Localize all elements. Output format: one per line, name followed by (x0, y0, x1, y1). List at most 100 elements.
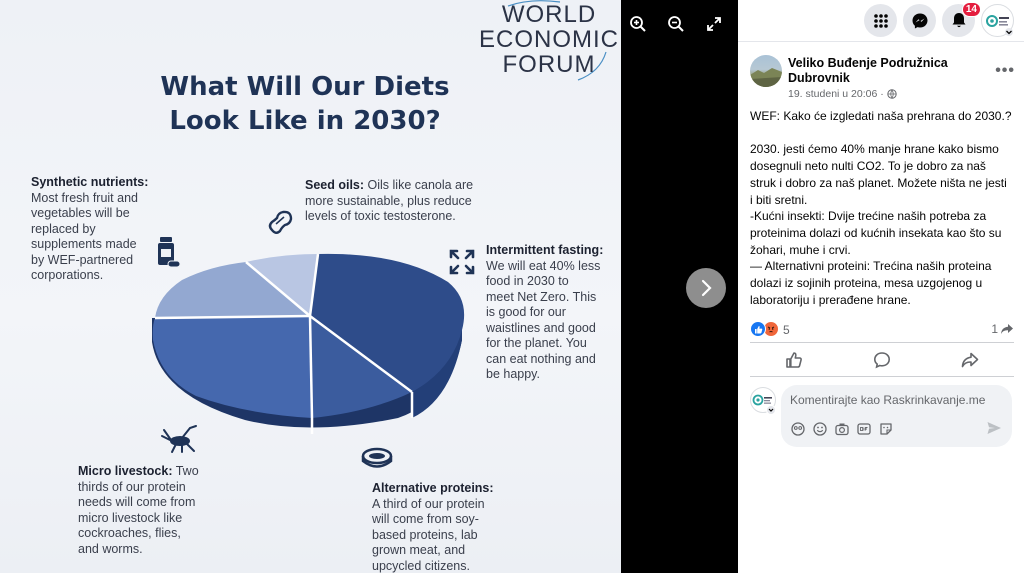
proteins-head: Alternative proteins: (372, 481, 494, 495)
comment-composer (750, 385, 1014, 449)
wef-logo: WORLD ECONOMIC FORUM (476, 2, 621, 77)
fasting-line: be happy. (486, 367, 540, 381)
commenter-switch-chevron-icon[interactable] (766, 405, 776, 415)
author-name[interactable]: Veliko Buđenje Podružnica Dubrovnik (788, 56, 948, 85)
logo-line-2: ECONOMIC (479, 26, 619, 53)
globe-icon (887, 89, 897, 99)
post-meta: 19. studeni u 20:06 · (788, 88, 897, 100)
share-count[interactable]: 1 (991, 322, 1014, 336)
post-actions (750, 345, 1014, 375)
zoom-out-button[interactable] (664, 12, 688, 36)
synthetic-line: by WEF-partnered (31, 252, 134, 267)
pie-slice-synthetic (155, 262, 310, 318)
commenter-logo-icon (752, 394, 772, 406)
fasting-arrows-icon (449, 249, 475, 275)
pie-slice-livestock (152, 316, 312, 418)
seed-first: Oils like canola are (364, 178, 474, 192)
emoji-button[interactable] (812, 421, 828, 437)
share-icon (961, 352, 979, 368)
proteins-line: grown meat, and (372, 543, 466, 557)
fasting-line: meet Net Zero. This (486, 289, 597, 304)
zoom-in-button[interactable] (626, 12, 650, 36)
commenter-avatar[interactable] (750, 387, 776, 413)
photo-button[interactable] (834, 421, 850, 437)
comment-button[interactable] (862, 346, 902, 374)
proteins-line: A third of our protein (372, 496, 485, 511)
livestock-line: thirds of our protein (78, 479, 186, 494)
menu-grid-icon (873, 13, 888, 28)
wef-logo-swoosh (507, 0, 607, 81)
proteins-line: upcycled citizens. (372, 558, 470, 573)
infographic-title: What Will Our Diets Look Like in 2030? (150, 70, 460, 138)
infographic-image: WORLD ECONOMIC FORUM What Will Our Diets… (0, 0, 621, 573)
share-button[interactable] (950, 346, 990, 374)
diet-pie-chart (152, 253, 465, 434)
post-text: WEF: Kako će izgledati naša prehrana do … (750, 109, 1012, 307)
gif-button[interactable] (856, 421, 872, 437)
post-header: Veliko Buđenje Podružnica Dubrovnik 19. … (750, 54, 1015, 100)
sticker-icon (880, 423, 892, 435)
petri-dish-icon (361, 447, 393, 468)
synthetic-line: corporations. (31, 268, 104, 282)
synthetic-line: Most fresh fruit and (31, 190, 138, 205)
chevron-down-icon[interactable] (1004, 28, 1014, 36)
like-reaction-icon[interactable] (750, 321, 766, 337)
synthetic-line: replaced by (31, 221, 96, 236)
fullscreen-button[interactable] (702, 12, 726, 36)
chevron-right-icon (701, 279, 712, 297)
synthetic-line: supplements made (31, 237, 137, 251)
messenger-icon (912, 13, 927, 28)
post-panel: 14 Veliko Buđenje Podružnica Dubrovnik (738, 0, 1024, 573)
post-body: WEF: Kako će izgledati naša prehrana do … (750, 108, 1012, 308)
top-bar: 14 (738, 0, 1024, 42)
proteins-line: will come from soy- (372, 512, 479, 526)
livestock-line: and worms. (78, 541, 143, 556)
pie-slice-fasting (310, 253, 465, 392)
like-button[interactable] (774, 346, 814, 374)
reaction-count[interactable]: 5 (783, 323, 790, 337)
divider-top (750, 342, 1014, 343)
send-icon[interactable] (986, 420, 1002, 436)
comment-input[interactable] (790, 393, 1000, 407)
synthetic-head: Synthetic nutrients: (31, 175, 149, 189)
thumb-up-icon (754, 325, 762, 333)
share-arrow-icon (1001, 324, 1013, 334)
reactions-bar: 5 1 (750, 321, 1014, 339)
proteins-line: based proteins, lab (372, 527, 478, 542)
alternative-proteins-block: Alternative proteins: A third of our pro… (372, 481, 512, 573)
camera-icon (835, 423, 849, 436)
fasting-line: for the planet. You (486, 336, 587, 350)
sticker-button[interactable] (878, 421, 894, 437)
logo-line-3: FORUM (502, 51, 596, 78)
messenger-button[interactable] (903, 4, 936, 37)
livestock-line: micro livestock like (78, 510, 183, 525)
seed-oils-block: Seed oils: Oils like canola are more sus… (305, 178, 505, 225)
comment-box (781, 385, 1012, 447)
menu-button[interactable] (864, 4, 897, 37)
seed-line: levels of toxic testosterone. (305, 209, 456, 223)
more-options-button[interactable]: ••• (995, 62, 1015, 79)
logo-line-1: WORLD (501, 1, 597, 28)
next-photo-button[interactable] (686, 268, 726, 308)
gif-icon (857, 423, 871, 435)
fasting-line: waistlines and good (486, 320, 596, 335)
seed-head: Seed oils: (305, 178, 365, 192)
notifications-badge: 14 (961, 2, 981, 17)
zoom-in-icon (630, 16, 646, 32)
post-timestamp[interactable]: 19. studeni u 20:06 · (788, 88, 884, 100)
comment-icon (873, 352, 891, 369)
notifications-button[interactable]: 14 (942, 2, 981, 37)
profile-avatar (985, 14, 1009, 27)
bell-icon (952, 13, 965, 28)
author-avatar[interactable] (750, 55, 782, 87)
emoji-icon (813, 422, 827, 436)
fasting-line: is good for our (486, 305, 566, 319)
fullscreen-icon (707, 17, 721, 31)
title-line-1: What Will Our Diets (160, 72, 450, 102)
pie-side-right (412, 316, 462, 418)
micro-livestock-block: Micro livestock: Two thirds of our prote… (78, 464, 218, 557)
fasting-line: We will eat 40% less (486, 258, 601, 273)
fasting-line: can eat nothing and (486, 351, 596, 366)
divider-bottom (750, 376, 1014, 377)
avatar-sticker-button[interactable] (790, 421, 806, 437)
